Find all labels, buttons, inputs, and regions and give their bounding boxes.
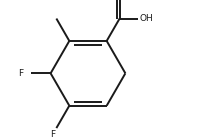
Text: F: F	[51, 130, 56, 138]
Text: OH: OH	[139, 14, 153, 23]
Text: F: F	[19, 69, 24, 78]
